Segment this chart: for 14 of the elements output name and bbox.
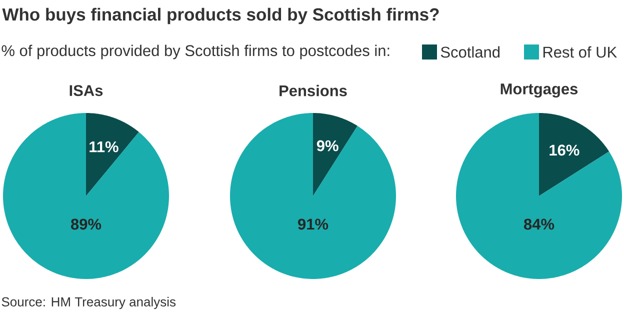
data-label: 16% [550,144,580,156]
legend-label: Rest of UK [543,46,617,58]
text: Who buys financial products sold by Scottish firms? [2,8,439,24]
text: % of products provided by Scottish firms to postcodes in: [2,44,390,60]
data-label: 89% [70,218,102,230]
source-note: Source: HM Treasury analysis [2,296,176,310]
data-label: 11% [90,141,118,152]
chart-title: Pensions [280,84,347,96]
data-label: 84% [524,218,554,230]
data-label: 91% [298,218,328,230]
data-label: 9% [316,140,338,152]
legend-label: Scotland [440,46,500,58]
chart-title: Mortgages [500,84,578,98]
text: ISAs [70,85,103,96]
